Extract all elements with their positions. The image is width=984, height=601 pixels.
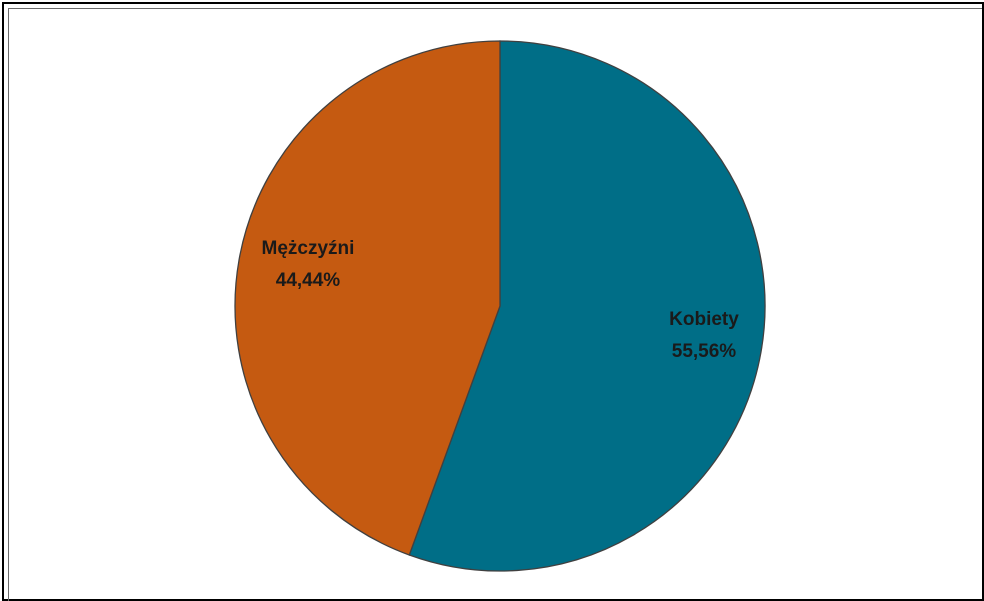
slice-name-label: Kobiety xyxy=(669,309,739,330)
slice-value-label: 55,56% xyxy=(672,341,737,362)
pie-slice-mezczyzni xyxy=(234,40,501,556)
pie-slices xyxy=(234,40,766,572)
pie-labels: Kobiety 55,56% Mężczyźni 44,44% xyxy=(262,238,740,362)
pie-slice-kobiety xyxy=(408,40,766,572)
slice-value-label: 44,44% xyxy=(276,270,341,291)
inner-border xyxy=(8,8,982,601)
slice-name-label: Mężczyźni xyxy=(262,238,355,259)
